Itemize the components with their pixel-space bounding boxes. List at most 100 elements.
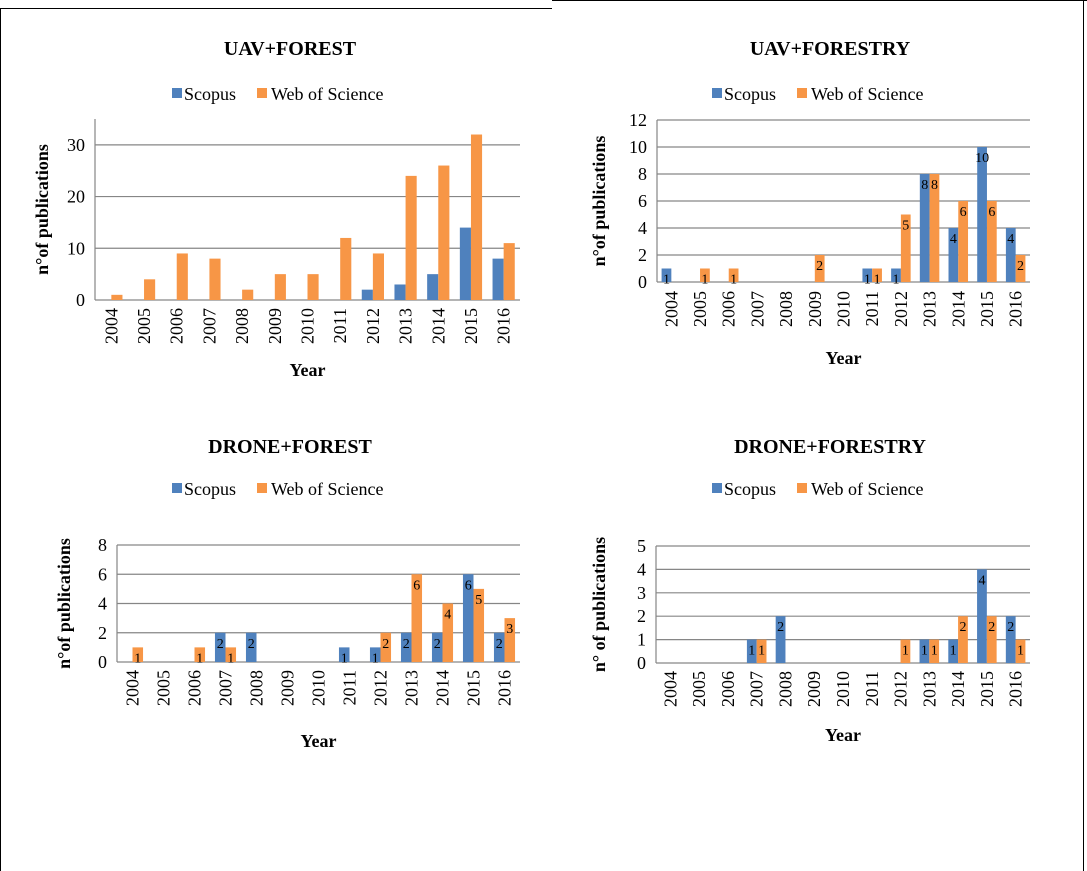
frame-top-right bbox=[552, 0, 1087, 1]
y-tick-label: 0 bbox=[638, 272, 647, 292]
x-tick-label: 2004 bbox=[660, 671, 680, 707]
bar-wos bbox=[380, 632, 392, 662]
bar-wos bbox=[986, 201, 997, 282]
data-label: 2 bbox=[248, 637, 255, 652]
x-tick-label: 2012 bbox=[371, 670, 391, 706]
bar-wos bbox=[405, 175, 417, 300]
frame-top-left bbox=[0, 8, 552, 9]
x-tick-label: 2005 bbox=[690, 291, 710, 327]
bar-scopus bbox=[394, 284, 406, 300]
data-label: 1 bbox=[758, 644, 765, 659]
x-tick-label: 2016 bbox=[495, 670, 515, 706]
data-label: 2 bbox=[959, 620, 966, 635]
bar-scopus bbox=[919, 174, 930, 282]
bar-wos bbox=[929, 174, 940, 282]
bar-scopus bbox=[427, 274, 439, 300]
bar-wos bbox=[372, 253, 384, 300]
bar-scopus bbox=[977, 569, 987, 663]
y-axis-title: n°of publications bbox=[32, 144, 52, 275]
data-label: 5 bbox=[902, 219, 909, 234]
legend-label-scopus: Scopus bbox=[184, 84, 236, 104]
bar-scopus bbox=[862, 268, 873, 282]
x-tick-label: 2013 bbox=[402, 670, 422, 706]
x-tick-label: 2012 bbox=[363, 308, 383, 344]
data-label: 1 bbox=[931, 644, 938, 659]
y-axis-title: n°of publications bbox=[589, 136, 609, 267]
bar-scopus bbox=[431, 632, 443, 662]
bar-wos bbox=[194, 647, 206, 662]
data-label: 8 bbox=[931, 178, 938, 193]
data-label: 1 bbox=[748, 644, 755, 659]
legend-label-wos: Web of Science bbox=[271, 479, 384, 499]
bar-scopus bbox=[369, 647, 381, 662]
bar-wos bbox=[176, 253, 188, 300]
y-axis-title: n°of publications bbox=[54, 538, 74, 669]
x-tick-label: 2010 bbox=[833, 671, 853, 707]
legend-label-scopus: Scopus bbox=[184, 479, 236, 499]
frame-left bbox=[0, 8, 1, 871]
data-label: 2 bbox=[217, 637, 224, 652]
x-tick-label: 2007 bbox=[747, 671, 767, 707]
bar-wos bbox=[411, 574, 423, 662]
x-axis-title: Year bbox=[301, 731, 337, 751]
data-label: 1 bbox=[893, 273, 900, 288]
data-label: 2 bbox=[403, 637, 410, 652]
bar-scopus bbox=[459, 227, 471, 300]
bar-wos bbox=[274, 274, 286, 300]
legend-swatch-wos bbox=[797, 88, 807, 98]
x-tick-label: 2005 bbox=[154, 670, 174, 706]
bar-scopus bbox=[948, 639, 959, 663]
x-tick-label: 2015 bbox=[464, 670, 484, 706]
bar-scopus bbox=[661, 268, 672, 282]
bar-scopus bbox=[245, 632, 257, 662]
x-tick-label: 2006 bbox=[718, 671, 738, 707]
frame-right bbox=[1083, 0, 1084, 871]
bar-scopus bbox=[400, 632, 412, 662]
x-tick-label: 2014 bbox=[948, 291, 968, 327]
x-tick-label: 2009 bbox=[805, 291, 825, 327]
x-tick-label: 2013 bbox=[920, 291, 940, 327]
data-label: 3 bbox=[506, 622, 513, 637]
bar-wos bbox=[958, 201, 969, 282]
data-label: 2 bbox=[382, 637, 389, 652]
bar-wos bbox=[442, 603, 454, 662]
x-axis-title: Year bbox=[290, 360, 326, 380]
x-tick-label: 2009 bbox=[265, 308, 285, 344]
bar-scopus bbox=[948, 228, 959, 282]
x-tick-label: 2006 bbox=[185, 670, 205, 706]
x-tick-label: 2015 bbox=[461, 308, 481, 344]
data-label: 1 bbox=[701, 273, 708, 288]
bar-wos bbox=[1015, 255, 1026, 282]
legend-swatch-scopus bbox=[172, 483, 182, 493]
x-tick-label: 2012 bbox=[891, 291, 911, 327]
y-tick-label: 0 bbox=[98, 652, 107, 672]
chart-title: UAV+FOREST bbox=[224, 38, 357, 60]
data-label: 2 bbox=[1017, 259, 1024, 274]
y-tick-label: 8 bbox=[638, 164, 647, 184]
bar-wos bbox=[111, 294, 123, 300]
x-tick-label: 2007 bbox=[216, 670, 236, 706]
bar-scopus bbox=[746, 639, 757, 663]
x-tick-label: 2014 bbox=[948, 671, 968, 707]
data-label: 1 bbox=[1017, 644, 1024, 659]
y-tick-label: 10 bbox=[67, 238, 85, 258]
legend-swatch-wos bbox=[257, 88, 267, 98]
bar-scopus bbox=[361, 289, 373, 300]
x-tick-label: 2016 bbox=[494, 308, 514, 344]
y-tick-label: 30 bbox=[67, 135, 85, 155]
x-tick-label: 2009 bbox=[278, 670, 298, 706]
x-tick-label: 2014 bbox=[428, 308, 448, 344]
legend-swatch-scopus bbox=[172, 88, 182, 98]
x-tick-label: 2008 bbox=[232, 308, 252, 344]
data-label: 1 bbox=[874, 273, 881, 288]
y-tick-label: 4 bbox=[98, 594, 107, 614]
y-tick-label: 2 bbox=[98, 623, 107, 643]
x-tick-label: 2005 bbox=[689, 671, 709, 707]
y-tick-label: 6 bbox=[638, 191, 647, 211]
data-label: 6 bbox=[960, 205, 967, 220]
x-tick-label: 2016 bbox=[1006, 291, 1026, 327]
data-label: 6 bbox=[413, 578, 420, 593]
